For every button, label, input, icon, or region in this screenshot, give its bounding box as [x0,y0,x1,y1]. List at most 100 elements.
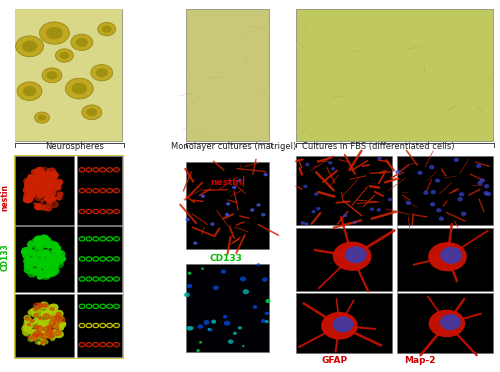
Circle shape [41,171,44,174]
Circle shape [44,174,49,178]
Circle shape [29,194,35,198]
Bar [186,264,268,352]
Bar [296,293,392,353]
Circle shape [24,186,28,189]
Circle shape [50,269,54,272]
Bar [397,228,493,291]
Circle shape [54,311,63,317]
Circle shape [36,246,38,248]
Circle shape [80,324,84,327]
Circle shape [54,322,59,326]
Circle shape [28,175,33,179]
Circle shape [41,339,45,342]
Circle shape [49,187,56,193]
Circle shape [43,208,46,211]
Circle shape [24,332,30,336]
Circle shape [234,332,236,334]
Circle shape [29,329,34,333]
Circle shape [28,337,34,341]
Circle shape [50,195,54,198]
Circle shape [27,183,33,187]
Circle shape [23,325,27,328]
Circle shape [36,236,44,243]
Circle shape [51,268,58,273]
Circle shape [50,244,55,247]
Circle shape [114,277,119,281]
Circle shape [454,158,458,161]
Circle shape [41,237,46,241]
Circle shape [45,330,52,336]
Circle shape [22,41,37,52]
Circle shape [52,250,59,256]
Circle shape [34,171,36,173]
Circle shape [38,205,42,206]
Circle shape [346,247,366,263]
Circle shape [264,173,267,176]
Circle shape [34,203,36,205]
Circle shape [211,223,214,225]
Circle shape [54,334,56,336]
Circle shape [23,254,29,259]
Circle shape [46,27,62,39]
Circle shape [26,320,34,326]
Circle shape [40,331,48,337]
Circle shape [36,181,40,184]
Circle shape [56,49,74,62]
Circle shape [36,244,40,246]
Circle shape [46,182,52,186]
Circle shape [50,190,51,191]
Circle shape [36,196,41,201]
Circle shape [32,270,34,272]
Circle shape [258,264,260,266]
Text: Monolayer cultures (matrigel): Monolayer cultures (matrigel) [171,142,296,151]
Circle shape [107,189,112,192]
Circle shape [52,251,56,253]
Circle shape [52,193,54,195]
Circle shape [42,252,46,255]
Circle shape [24,196,32,203]
Circle shape [50,202,58,207]
Circle shape [35,306,40,310]
Text: Cultures in FBS (differentiated cells): Cultures in FBS (differentiated cells) [302,142,454,151]
Circle shape [86,237,92,241]
Circle shape [58,251,62,253]
Circle shape [50,307,54,310]
Circle shape [71,34,93,51]
Circle shape [36,318,40,322]
Circle shape [39,332,42,335]
Circle shape [226,214,228,216]
Circle shape [28,337,30,339]
Circle shape [36,248,38,249]
Circle shape [317,208,320,210]
Circle shape [50,305,52,307]
Circle shape [44,327,51,332]
Circle shape [34,177,42,183]
Circle shape [54,315,62,321]
Circle shape [94,305,98,308]
Circle shape [94,257,98,261]
Circle shape [47,326,50,328]
Circle shape [42,255,48,259]
Circle shape [238,179,241,182]
Circle shape [51,181,53,182]
Circle shape [30,335,36,340]
Circle shape [44,196,52,202]
Circle shape [40,250,44,253]
Circle shape [26,322,30,326]
Circle shape [46,179,48,181]
Circle shape [48,306,56,311]
Circle shape [48,196,56,201]
Text: Map-2: Map-2 [404,356,436,365]
Text: GFAP: GFAP [322,356,348,365]
Circle shape [424,191,428,194]
Circle shape [27,324,30,326]
Circle shape [32,312,37,316]
Circle shape [38,317,42,320]
Circle shape [44,329,54,336]
Circle shape [266,299,270,302]
Circle shape [56,323,65,329]
Circle shape [42,273,50,279]
Circle shape [52,245,60,251]
Circle shape [28,271,36,277]
Circle shape [254,306,256,308]
